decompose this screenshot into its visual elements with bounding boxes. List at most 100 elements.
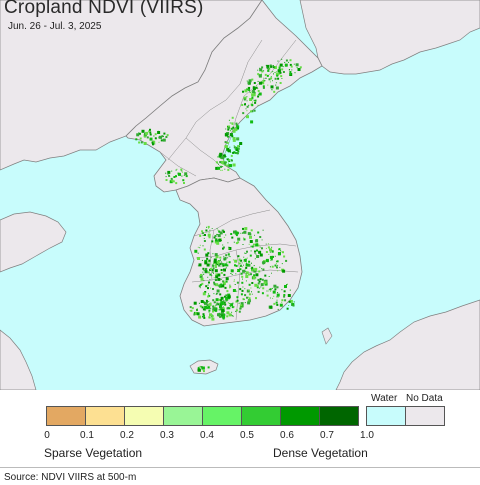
vegetation-pixel <box>262 263 264 265</box>
vegetation-pixel <box>223 259 225 261</box>
vegetation-pixel <box>221 269 223 271</box>
vegetation-pixel <box>219 306 222 309</box>
legend-tick-1: 0.1 <box>80 430 94 441</box>
vegetation-pixel <box>224 303 227 306</box>
vegetation-pixel <box>281 68 284 71</box>
vegetation-pixel <box>242 266 244 268</box>
vegetation-pixel <box>176 168 178 170</box>
vegetation-pixel <box>236 125 240 129</box>
vegetation-pixel <box>252 276 256 280</box>
vegetation-pixel <box>227 128 230 131</box>
vegetation-pixel <box>257 94 259 95</box>
vegetation-pixel <box>238 262 241 265</box>
vegetation-pixel <box>154 143 156 145</box>
vegetation-pixel <box>251 282 254 284</box>
vegetation-pixel <box>257 278 260 281</box>
vegetation-pixel <box>206 226 207 228</box>
vegetation-pixel <box>198 285 201 288</box>
vegetation-pixel <box>235 146 238 149</box>
vegetation-pixel <box>152 143 154 146</box>
vegetation-pixel <box>212 307 216 311</box>
vegetation-pixel <box>175 175 177 178</box>
vegetation-pixel <box>250 229 253 232</box>
vegetation-pixel <box>257 244 260 247</box>
vegetation-pixel <box>197 257 200 260</box>
vegetation-pixel <box>244 227 248 231</box>
vegetation-pixel <box>276 296 278 298</box>
vegetation-pixel <box>241 104 244 106</box>
vegetation-pixel <box>262 86 265 89</box>
vegetation-pixel <box>231 116 234 119</box>
vegetation-pixel <box>148 130 151 133</box>
vegetation-pixel <box>261 66 264 69</box>
vegetation-pixel <box>228 307 231 310</box>
vegetation-pixel <box>289 72 292 75</box>
legend-tick-6: 0.6 <box>280 430 294 441</box>
vegetation-pixel <box>257 104 259 106</box>
vegetation-pixel <box>214 264 217 267</box>
vegetation-pixel <box>229 284 231 286</box>
legend-swatch-2 <box>124 406 164 426</box>
vegetation-pixel <box>252 93 256 97</box>
vegetation-pixel <box>197 265 199 267</box>
vegetation-pixel <box>213 236 216 239</box>
vegetation-pixel <box>259 68 263 72</box>
vegetation-pixel <box>271 265 274 268</box>
vegetation-pixel <box>217 156 219 158</box>
vegetation-pixel <box>219 315 222 318</box>
vegetation-pixel <box>253 100 255 102</box>
vegetation-pixel <box>220 239 222 241</box>
vegetation-pixel <box>247 82 250 84</box>
vegetation-pixel <box>224 145 228 149</box>
vegetation-pixel <box>262 287 265 290</box>
vegetation-pixel <box>246 115 249 119</box>
vegetation-pixel <box>268 276 270 277</box>
vegetation-pixel <box>212 262 214 264</box>
vegetation-pixel <box>255 243 259 247</box>
vegetation-pixel <box>244 252 246 254</box>
vegetation-pixel <box>207 366 210 369</box>
vegetation-pixel <box>237 269 238 271</box>
vegetation-pixel <box>203 240 206 242</box>
vegetation-pixel <box>146 136 149 139</box>
vegetation-pixel <box>196 312 200 316</box>
vegetation-pixel <box>224 164 226 166</box>
vegetation-pixel <box>224 286 227 289</box>
vegetation-pixel <box>202 369 204 371</box>
vegetation-pixel <box>236 290 238 292</box>
vegetation-pixel <box>213 258 217 262</box>
vegetation-pixel <box>211 240 214 243</box>
vegetation-pixel <box>198 302 200 304</box>
vegetation-pixel <box>256 85 257 87</box>
vegetation-pixel <box>268 289 270 291</box>
vegetation-pixel <box>201 259 203 261</box>
vegetation-pixel <box>291 69 293 71</box>
vegetation-pixel <box>199 234 202 237</box>
vegetation-pixel <box>151 141 154 144</box>
vegetation-pixel <box>228 247 232 250</box>
vegetation-pixel <box>249 240 253 243</box>
vegetation-pixel <box>268 75 269 77</box>
legend-swatch-3 <box>163 406 203 426</box>
vegetation-pixel <box>225 294 228 297</box>
vegetation-pixel <box>215 293 217 295</box>
legend-swatch-0 <box>46 406 86 426</box>
vegetation-pixel <box>235 273 237 275</box>
vegetation-pixel <box>239 142 243 145</box>
vegetation-pixel <box>245 273 247 275</box>
vegetation-pixel <box>216 292 218 294</box>
vegetation-pixel <box>258 270 261 273</box>
vegetation-pixel <box>226 147 230 151</box>
vegetation-pixel <box>275 84 277 86</box>
vegetation-pixel <box>251 103 253 105</box>
vegetation-pixel <box>246 110 248 112</box>
vegetation-pixel <box>199 283 202 286</box>
vegetation-pixel <box>258 92 262 96</box>
vegetation-pixel <box>222 244 224 246</box>
vegetation-pixel <box>228 246 230 248</box>
vegetation-pixel <box>239 268 242 271</box>
vegetation-pixel <box>250 92 251 94</box>
vegetation-pixel <box>212 308 215 311</box>
vegetation-pixel <box>245 274 247 276</box>
vegetation-pixel <box>225 162 227 164</box>
